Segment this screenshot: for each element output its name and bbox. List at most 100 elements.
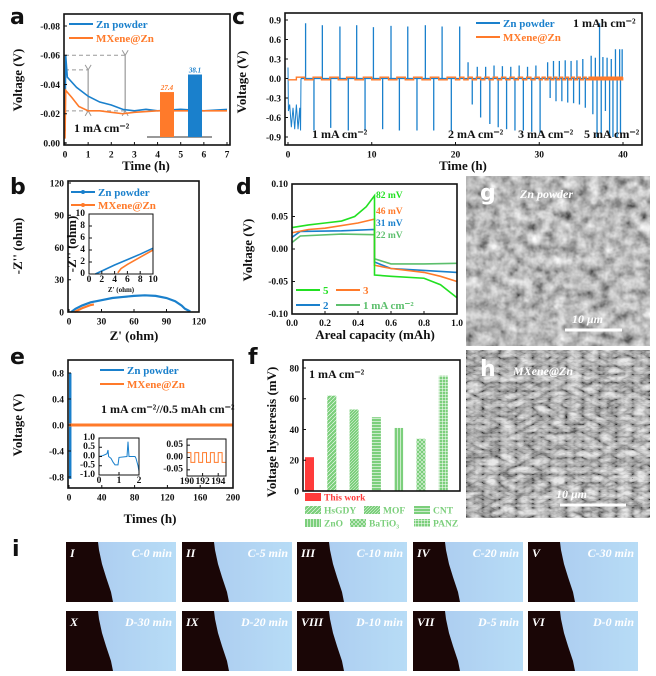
legend-mxene-zn-label: MXene@Zn <box>503 32 561 44</box>
panel-d-y-tick-label: -0.05 <box>268 278 288 288</box>
legend-mxene-zn-label: MXene@Zn <box>98 200 156 212</box>
panel-a-y-tick-label: 0.00 <box>43 139 60 149</box>
panel-b-inset-y-tick-label: 6 <box>80 233 85 243</box>
panel-e-inset-left-y-tick-label: -0.5 <box>80 461 95 471</box>
panel-c-y-tick-label: 0.6 <box>269 36 281 46</box>
panel-a-x-tick-label: 4 <box>155 151 160 161</box>
panel-e-x-tick-label: 0 <box>67 494 72 504</box>
photo-numeral: VII <box>417 615 436 629</box>
panel-a-x-tick-label: 5 <box>178 151 183 161</box>
inset-bar-label: 38.1 <box>188 67 201 75</box>
scale-label-g: 10 μm <box>572 312 603 326</box>
panel-e-y-tick-label: -0.8 <box>49 473 64 483</box>
legend-swatch-MOF <box>364 506 380 514</box>
panel-b-inset-y-tick-label: 10 <box>76 209 86 219</box>
panel-e-x-tick-label: 40 <box>97 494 107 504</box>
zinc-electrode-edge <box>297 611 344 671</box>
photo-numeral: VI <box>532 615 546 629</box>
scale-label-h: 10 μm <box>556 487 587 501</box>
panel-letter-i: i <box>12 537 20 562</box>
bar-PANZ <box>438 375 448 491</box>
series-MXene@Zn <box>73 303 95 313</box>
bar-MOF <box>349 409 359 491</box>
photo-tile: VIII D-10 min <box>297 611 407 671</box>
legend-swatch-BaTiO₃ <box>350 519 366 527</box>
panel-b-x-tick-label: 120 <box>192 318 207 328</box>
panel-e-x-tick-label: 80 <box>130 494 140 504</box>
panel-b-inset-x-tick-label: 2 <box>99 275 104 285</box>
panel-e-inset-left-y-tick-label: -1.0 <box>80 470 95 480</box>
x-axis-label: Times (h) <box>124 511 177 526</box>
panel-b-inset-frame <box>88 213 154 275</box>
in-situ-photo-grid: I C-0 min II C-5 min III C-10 min IV C-20 min V C… <box>66 542 638 671</box>
panel-b-y-tick-label: 0 <box>59 308 64 318</box>
panel-e-inset-left-y-tick-label: 0.0 <box>83 451 95 461</box>
legend-label: ZnO <box>324 520 343 530</box>
panel-e-inset-left-y-tick-label: 0.5 <box>83 442 95 452</box>
photo-tile: II C-5 min <box>182 542 292 602</box>
legend-2-label: 2 <box>323 300 329 312</box>
panel-b-inset-y-tick-label: 8 <box>80 221 85 231</box>
rate-label: 2 mA cm⁻² <box>448 127 504 141</box>
panel-b-x-tick-label: 60 <box>129 318 139 328</box>
current-density-label: 1 mA cm⁻² <box>309 367 365 381</box>
panel-b-inset-x-tick-label: 6 <box>125 275 130 285</box>
zinc-electrode-edge <box>182 542 229 602</box>
panel-d-x-tick-label: 0.6 <box>385 319 397 329</box>
chart-panel-c: 0 10 20 30 40 0.9 0.6 0.3 0.0 -0.3 -0.6 -0.9 Time (h… <box>234 12 643 173</box>
legend-mxene-zn-label: MXene@Zn <box>96 33 154 45</box>
legend-zn-powder-label: Zn powder <box>127 365 179 377</box>
panel-letter-a: a <box>10 5 25 30</box>
panel-a-x-tick-label: 6 <box>201 151 206 161</box>
legend-5-label: 5 <box>323 285 329 297</box>
hysteresis-label: 82 mV <box>376 191 403 201</box>
hysteresis-label: 22 mV <box>376 231 403 241</box>
inset-series-MXene@Zn <box>117 249 154 274</box>
legend-mxene-zn-marker <box>81 203 85 207</box>
panel-a-x-tick-label: 0 <box>63 151 68 161</box>
photo-numeral: III <box>300 546 316 560</box>
hysteresis-label: 46 mV <box>376 207 403 217</box>
photo-time-label: D-20 min <box>240 615 288 629</box>
panel-f-y-tick-label: 80 <box>290 364 300 374</box>
panel-c-x-tick-label: 10 <box>367 151 377 161</box>
mxene-zn-series <box>288 76 624 81</box>
panel-c-x-tick-label: 20 <box>451 151 461 161</box>
panel-b-inset-x-tick-label: 4 <box>112 275 117 285</box>
capacity-label: 1 mAh cm⁻² <box>573 16 636 30</box>
panel-b-inset-y-tick-label: 2 <box>80 257 85 267</box>
bar-BaTiO₃ <box>416 438 426 491</box>
panel-e-inset-right-y-tick-label: 0.00 <box>166 452 183 462</box>
panel-c-y-tick-label: 0.0 <box>269 75 281 85</box>
legend-swatch-PANZ <box>414 519 430 527</box>
sem-image-h: h MXene@Zn 10 μm <box>466 350 650 518</box>
panel-letter-d: d <box>236 175 252 200</box>
panel-e-inset-left-x-tick-label: 1 <box>117 476 122 486</box>
rate-label: 1 mA cm⁻² <box>312 127 368 141</box>
panel-c-y-tick-label: 0.9 <box>269 16 281 26</box>
sem-label-g: Zn powder <box>519 187 573 201</box>
zinc-electrode-edge <box>413 542 460 602</box>
legend-label: This work <box>324 494 366 504</box>
legend-zn-powder-label: Zn powder <box>503 18 555 30</box>
sem-label-h: MXene@Zn <box>512 364 573 378</box>
inset-series-Zn powder <box>95 247 154 275</box>
legend-swatch-CNT <box>414 506 430 514</box>
zinc-electrode-edge <box>182 611 229 671</box>
panel-c-x-tick-label: 30 <box>535 151 545 161</box>
photo-time-label: C-0 min <box>132 546 173 560</box>
photo-numeral: IV <box>416 546 431 560</box>
inset-x-axis-label: Z' (ohm) <box>108 286 135 294</box>
panel-d-x-tick-label: 1.0 <box>451 319 463 329</box>
photo-tile: V C-30 min <box>528 542 638 602</box>
panel-letter-b: b <box>10 175 26 200</box>
chart-panel-a: 0 1 2 3 4 5 6 7 0.00 -0.02 -0.04 -0.06 -0.08 Time (h)… <box>10 13 231 173</box>
panel-b-y-tick-label: 60 <box>55 244 65 254</box>
photo-time-label: C-10 min <box>357 546 404 560</box>
panel-a-y-tick-label: -0.02 <box>40 110 60 120</box>
panel-b-y-tick-label: 120 <box>50 179 65 189</box>
panel-b-inset-x-tick-label: 8 <box>138 275 143 285</box>
panel-e-inset-left-x-tick-label: 0 <box>97 476 102 486</box>
